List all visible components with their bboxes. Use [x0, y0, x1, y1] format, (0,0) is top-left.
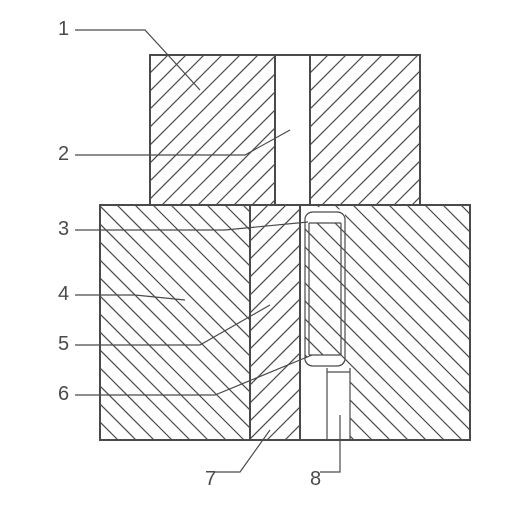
leader-8 [320, 415, 340, 472]
label-4: 4 [58, 283, 69, 305]
cross-section-diagram: 1 2 3 4 5 6 7 8 [0, 0, 528, 513]
label-8: 8 [310, 468, 321, 490]
leader-2 [75, 130, 290, 155]
label-5: 5 [58, 333, 69, 355]
label-3: 3 [58, 218, 69, 240]
vent-channel [327, 368, 350, 440]
label-1: 1 [58, 18, 69, 40]
leader-4 [75, 295, 185, 300]
label-6: 6 [58, 383, 69, 405]
leader-7 [215, 430, 270, 472]
label-7: 7 [205, 468, 216, 490]
label-2: 2 [58, 143, 69, 165]
